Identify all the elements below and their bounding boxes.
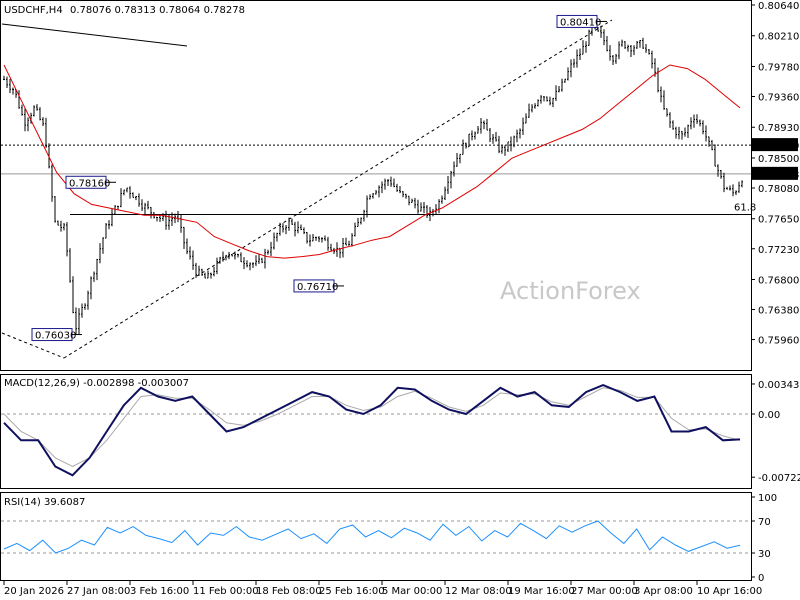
macd-main-line [3,384,741,477]
channel-line-dashed [63,19,613,359]
time-tick-label: 12 Mar 08:00 [445,586,512,597]
trendline-lower-dashed [1,332,65,359]
chart-title: USDCHF,H4 [4,5,63,16]
price-tick-label: 0.76800 [758,276,799,287]
price-tick-label: 0.78080 [758,184,799,195]
time-tick-label: 10 Apr 16:00 [697,586,762,597]
time-tick-label: 11 Feb 00:00 [193,586,259,597]
price-axis: 0.80640 0.80210 0.79780 0.79360 0.78930 0.785… [751,1,799,347]
time-axis: 20 Jan 2026 27 Jan 08:00 3 Feb 16:00 11 Feb… [3,581,762,597]
fib-label: 61.8 [734,202,756,213]
price-tick-label: 0.80640 [758,1,799,12]
time-tick-label: 3 Apr 08:00 [634,586,693,597]
price-tick-label: 0.78930 [758,123,799,134]
price-annotation-label: 0.76710 [297,282,338,293]
rsi-tick-label: 30 [758,549,771,560]
level-price-badge [752,138,798,152]
macd-tick-label: 0.003432 [758,380,800,391]
price-annotation-label: 0.78160 [69,178,110,189]
macd-tick-label: 0.00 [758,410,780,421]
macd-tick-label: -0.007223 [758,473,800,484]
time-tick-label: 5 Mar 00:00 [382,586,442,597]
ohlc-readout: 0.78076 0.78313 0.78064 0.78278 [70,5,245,16]
current-price-badge-text: 0.78278 [758,170,799,181]
macd-axis: 0.003432 0.00 -0.007223 [751,380,800,484]
macd-panel [0,374,752,489]
rsi-axis: 100 70 30 0 [751,493,777,584]
rsi-tick-label: 0 [758,573,764,584]
price-tick-label: 0.77230 [758,245,799,256]
rsi-panel [0,492,752,581]
price-tick-label: 0.79360 [758,93,799,104]
price-layer: 61.8 0.76030 0.78160 0.76710 0.80410 [1,14,756,359]
rsi-label: RSI(14) 39.6087 [4,497,85,508]
price-annotation-label: 0.80410 [560,17,601,28]
rsi-line [3,520,741,554]
rsi-tick-label: 100 [758,493,777,504]
watermark: ActionForex [500,277,641,305]
time-tick-label: 3 Feb 16:00 [130,586,189,597]
time-tick-label: 18 Feb 08:00 [256,586,322,597]
price-tick-label: 0.78500 [758,154,799,165]
time-tick-label: 27 Jan 08:00 [67,586,130,597]
price-annotation-label: 0.76030 [35,331,76,342]
level-price-badge-text: 0.78680 [758,141,799,152]
moving-average-line [3,64,741,259]
price-panel [0,0,752,371]
price-tick-label: 0.77650 [758,215,799,226]
price-tick-label: 0.80210 [758,32,799,43]
rsi-layer [1,520,751,554]
current-price-badge [752,166,798,180]
macd-label: MACD(12,26,9) -0.002898 -0.003007 [4,378,189,389]
price-tick-label: 0.75960 [758,336,799,347]
time-tick-label: 27 Mar 00:00 [571,586,638,597]
macd-layer [1,384,751,477]
rsi-tick-label: 70 [758,517,771,528]
time-tick-label: 19 Mar 16:00 [508,586,575,597]
time-tick-label: 25 Feb 16:00 [319,586,385,597]
price-tick-label: 0.79780 [758,62,799,73]
trendline-top [1,23,188,47]
time-tick-label: 20 Jan 2026 [4,586,64,597]
price-tick-label: 0.76380 [758,306,799,317]
